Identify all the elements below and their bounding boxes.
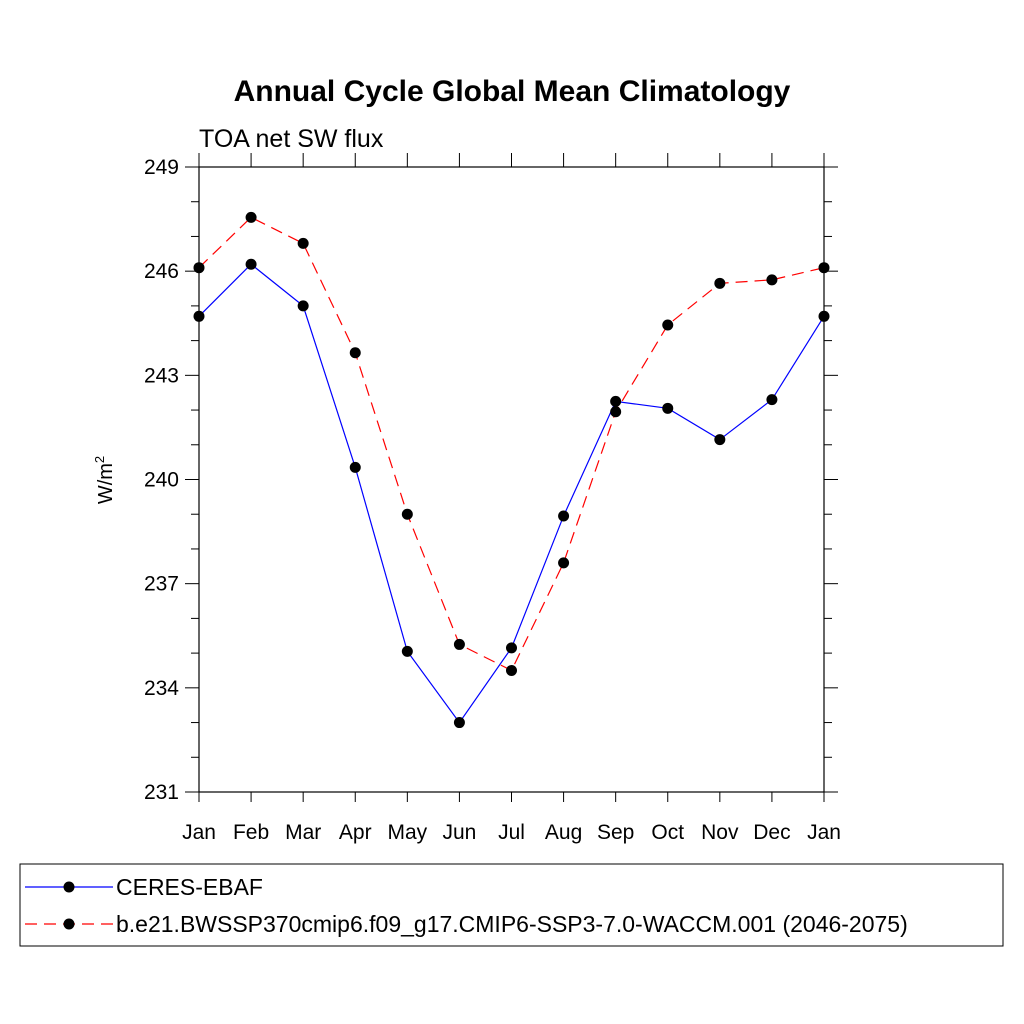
x-tick-label: May bbox=[387, 821, 427, 844]
data-point-series-2 bbox=[766, 274, 778, 286]
x-tick-label: Mar bbox=[285, 821, 321, 844]
data-point-series-2 bbox=[245, 211, 257, 223]
data-point-series-2 bbox=[349, 347, 361, 359]
y-tick-label: 246 bbox=[144, 260, 179, 283]
legend-label-1: CERES-EBAF bbox=[116, 874, 263, 900]
data-point-series-1 bbox=[558, 510, 570, 522]
legend-marker-2 bbox=[63, 918, 75, 930]
x-tick-label: Jan bbox=[807, 821, 841, 844]
svg-text:W/m2: W/m2 bbox=[92, 456, 117, 504]
legend-marker-1 bbox=[63, 881, 75, 893]
y-tick-label: 237 bbox=[144, 573, 179, 596]
series-line-1 bbox=[198, 263, 825, 724]
data-point-series-1 bbox=[401, 645, 413, 657]
data-point-series-1 bbox=[610, 395, 622, 407]
plot-frame bbox=[198, 166, 825, 793]
y-tick-label: 243 bbox=[144, 364, 179, 387]
x-tick-label: Nov bbox=[701, 821, 739, 844]
x-tick-label: Feb bbox=[233, 821, 269, 844]
x-tick-label: Apr bbox=[339, 821, 372, 844]
data-point-series-1 bbox=[245, 258, 257, 270]
data-point-series-2 bbox=[401, 508, 413, 520]
y-tick-label: 240 bbox=[144, 469, 179, 492]
x-tick-label: Aug bbox=[545, 821, 582, 844]
y-axis-label-base: W/m bbox=[95, 463, 117, 504]
data-point-series-1 bbox=[506, 642, 517, 654]
x-tick-labels: Jan Feb Mar Apr May Jun Jul Aug Sep Oct Nov Dec Jan bbox=[182, 821, 841, 844]
x-tick-label: Dec bbox=[753, 821, 790, 844]
data-point-series-1 bbox=[766, 394, 778, 406]
series-points bbox=[193, 211, 830, 729]
axis-ticks bbox=[185, 153, 838, 802]
x-tick-label: Sep bbox=[597, 821, 634, 844]
data-point-series-2 bbox=[297, 237, 309, 249]
data-point-series-2 bbox=[506, 664, 517, 676]
chart-subtitle: TOA net SW flux bbox=[199, 125, 384, 153]
data-point-series-2 bbox=[453, 638, 465, 650]
data-point-series-2 bbox=[662, 319, 674, 331]
data-point-series-1 bbox=[297, 300, 309, 312]
x-tick-label: Jul bbox=[498, 821, 525, 844]
data-point-series-1 bbox=[349, 461, 361, 473]
data-point-series-1 bbox=[453, 717, 465, 729]
y-tick-label: 249 bbox=[144, 156, 179, 179]
y-axis-label: W/m2 bbox=[92, 456, 117, 504]
legend-label-2: b.e21.BWSSP370cmip6.f09_g17.CMIP6-SSP3-7… bbox=[116, 911, 908, 937]
y-axis-label-superscript: 2 bbox=[92, 456, 107, 463]
x-tick-label: Oct bbox=[651, 821, 684, 844]
y-tick-labels: 231 234 237 240 243 246 249 bbox=[144, 156, 179, 804]
data-point-series-1 bbox=[662, 402, 674, 414]
x-tick-label: Jun bbox=[442, 821, 476, 844]
data-point-series-2 bbox=[714, 277, 726, 289]
legend: CERES-EBAF b.e21.BWSSP370cmip6.f09_g17.CM… bbox=[19, 863, 1004, 947]
chart-title: Annual Cycle Global Mean Climatology bbox=[234, 75, 791, 108]
data-point-series-2 bbox=[610, 406, 622, 418]
y-tick-label: 231 bbox=[144, 781, 179, 804]
legend-box bbox=[19, 863, 1004, 947]
data-point-series-2 bbox=[558, 557, 570, 569]
series-line-2 bbox=[198, 216, 825, 672]
data-point-series-1 bbox=[714, 434, 726, 446]
x-tick-label: Jan bbox=[182, 821, 216, 844]
y-tick-label: 234 bbox=[144, 677, 179, 700]
